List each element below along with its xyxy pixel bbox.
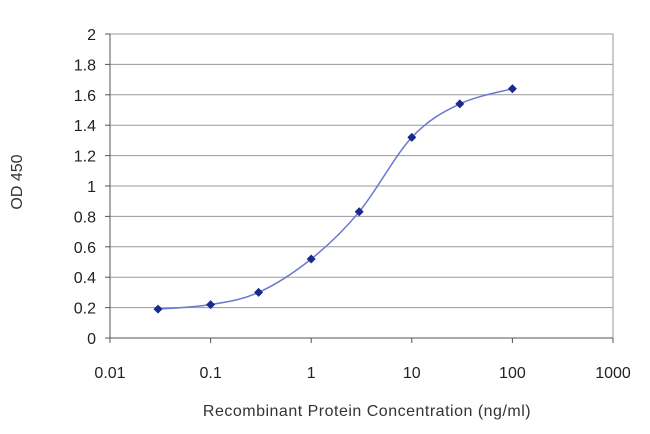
data-point	[455, 99, 465, 109]
x-tick-label: 0.1	[199, 365, 221, 382]
x-axis-title: Recombinant Protein Concentration (ng/ml…	[203, 403, 531, 420]
x-tick-label: 1000	[595, 365, 631, 382]
data-point	[206, 300, 216, 310]
data-point	[153, 304, 163, 314]
x-tick-label: 1	[307, 365, 316, 382]
x-tick-labels: 0.01 0.1 1 10 100 1000	[94, 365, 630, 382]
y-tick-label: 2	[87, 27, 96, 44]
y-tick-label: 0	[87, 331, 96, 348]
y-tick-label: 1.6	[74, 88, 96, 105]
data-point	[407, 132, 417, 142]
x-tick-label: 0.01	[94, 365, 125, 382]
x-tick-label: 100	[499, 365, 526, 382]
y-tick-labels: 0 0.2 0.4 0.6 0.8 1 1.2 1.4 1.6 1.8 2	[74, 27, 96, 348]
data-point	[254, 287, 264, 297]
y-tick-label: 1	[87, 179, 96, 196]
y-tick-label: 0.6	[74, 240, 96, 257]
y-tick-label: 1.2	[74, 149, 96, 166]
gridlines	[110, 63, 613, 309]
axes	[105, 33, 614, 343]
y-tick-label: 0.8	[74, 209, 96, 226]
y-tick-label: 0.4	[74, 270, 96, 287]
x-tick-label: 10	[403, 365, 421, 382]
series	[153, 84, 517, 314]
y-tick-label: 1.4	[74, 118, 96, 135]
data-point	[354, 207, 364, 217]
y-tick-label: 0.2	[74, 301, 96, 318]
data-point	[306, 254, 316, 264]
series-line	[157, 87, 513, 310]
y-tick-label: 1.8	[74, 57, 96, 74]
y-axis-title: OD 450	[9, 154, 26, 209]
data-point	[507, 84, 517, 94]
